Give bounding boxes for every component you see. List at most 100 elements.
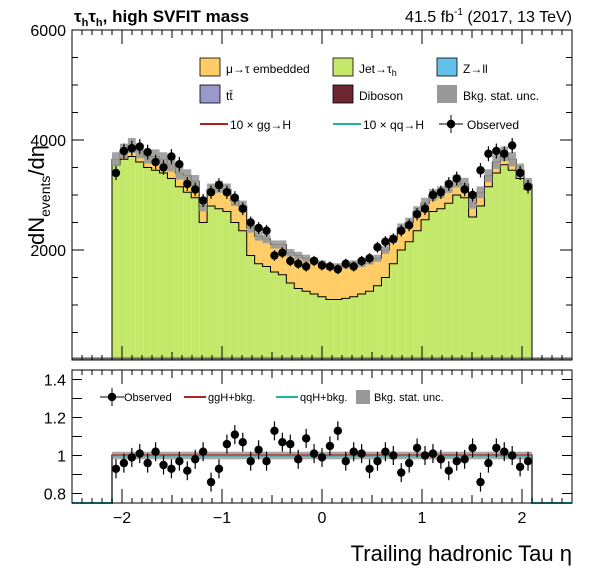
- jetfake-bar: [270, 272, 279, 360]
- legend-label-jetfake: Jet→τh: [359, 62, 397, 78]
- jetfake-bar: [207, 206, 216, 360]
- ratio-point: [175, 457, 184, 466]
- jetfake-bar: [262, 266, 271, 360]
- ratio-point: [151, 447, 160, 456]
- embedded-bar: [222, 189, 231, 212]
- jetfake-bar: [135, 162, 144, 360]
- legend-label-ggh: 10 × gg→H: [230, 118, 291, 132]
- obs-point: [135, 142, 144, 151]
- legend-swatch-diboson: [332, 84, 354, 104]
- jetfake-bar: [294, 288, 303, 360]
- jetfake-bar: [428, 211, 437, 360]
- ratio-legend-unc-swatch: [356, 390, 370, 404]
- obs-point: [404, 221, 414, 230]
- ratio-legend-label-observed: Observed: [124, 392, 172, 404]
- y-tick-label: 4000: [30, 133, 66, 150]
- embedded-bar: [246, 228, 255, 256]
- ratio-point: [135, 449, 144, 458]
- embedded-bar: [167, 164, 176, 179]
- embedded-bar: [428, 195, 437, 212]
- ratio-point: [167, 464, 176, 473]
- jetfake-outline: [111, 156, 533, 360]
- obs-point: [452, 174, 461, 183]
- embedded-bar: [215, 186, 223, 209]
- ratio-point: [294, 455, 303, 464]
- jetfake-bar: [389, 263, 398, 360]
- obs-point: [119, 146, 129, 156]
- ratio-point: [484, 458, 493, 468]
- obs-point: [515, 168, 525, 178]
- obs-point: [309, 256, 319, 266]
- ratio-point: [365, 464, 374, 473]
- legend-label-diboson: Diboson: [359, 89, 403, 103]
- ratio-legend-label-ggh: ggH+bkg.: [208, 392, 255, 404]
- legend-obs-marker: [446, 119, 456, 129]
- jetfake-bar: [127, 156, 136, 360]
- obs-point: [523, 182, 533, 191]
- obs-point: [412, 210, 422, 219]
- ratio-point: [381, 447, 390, 456]
- ratio-point: [246, 457, 255, 466]
- x-tick-label: 1: [418, 510, 427, 527]
- ratio-point: [198, 447, 208, 456]
- jetfake-bar: [421, 219, 429, 360]
- jetfake-bar: [508, 170, 517, 360]
- jetfake-bar: [468, 217, 477, 360]
- obs-point: [286, 256, 295, 266]
- jetfake-bar: [119, 159, 128, 360]
- unc-box: [492, 155, 501, 169]
- y-tick-label: 6000: [30, 23, 66, 40]
- obs-point: [381, 237, 390, 246]
- obs-point: [476, 166, 485, 175]
- jetfake-bar: [373, 285, 382, 360]
- legend-swatch-embedded: [199, 57, 221, 77]
- jetfake-bar: [325, 299, 334, 360]
- embedded-bar: [230, 200, 239, 223]
- ratio-point: [476, 477, 485, 487]
- jetfake-bar: [357, 294, 366, 360]
- unc-box: [183, 169, 192, 183]
- embedded-bar: [341, 265, 350, 299]
- jetfake-bar: [365, 291, 374, 360]
- x-axis-label: Trailing hadronic Tau η: [351, 541, 572, 566]
- main-panel: 2000 4000 6000 dNevents/dη μ→τ embedded Jet…: [24, 23, 573, 361]
- obs-point: [159, 163, 168, 172]
- x-tick-label: 2: [518, 510, 527, 527]
- obs-point: [484, 149, 493, 158]
- legend-swatch-ttbar: [199, 84, 221, 104]
- unc-box: [191, 174, 200, 188]
- embedded-bar: [397, 228, 406, 250]
- jetfake-bar: [484, 186, 493, 360]
- embedded-bar: [405, 222, 414, 242]
- obs-point: [373, 243, 382, 252]
- ratio-point: [238, 438, 247, 447]
- ratio-point: [127, 453, 137, 462]
- embedded-bar: [476, 192, 485, 206]
- jetfake-bar: [246, 255, 255, 360]
- embedded-bar: [175, 173, 184, 187]
- jetfake-bar: [167, 178, 176, 360]
- unc-box: [262, 234, 271, 244]
- ratio-point: [412, 443, 422, 453]
- embedded-bar: [357, 263, 366, 294]
- jetfake-bar: [333, 299, 342, 360]
- embedded-bar: [254, 236, 263, 264]
- stacked-histogram: [72, 145, 572, 360]
- obs-point: [436, 188, 446, 197]
- obs-point: [341, 259, 350, 268]
- obs-point: [278, 248, 287, 257]
- ratio-legend-obs-marker: [107, 392, 117, 402]
- jetfake-bar: [238, 230, 247, 360]
- obs-point: [317, 261, 327, 270]
- obs-point: [143, 147, 152, 157]
- embedded-bar: [452, 181, 461, 195]
- jetfake-bar: [278, 274, 287, 360]
- obs-point: [507, 141, 517, 150]
- main-legend: μ→τ embedded Jet→τh Z→ll tt̄ Diboson Bkg. sta…: [199, 57, 539, 133]
- x-tick-label: −2: [113, 510, 131, 527]
- unc-box: [381, 246, 390, 254]
- embedded-bar: [199, 206, 208, 223]
- legend-label-qqh: 10 × qq→H: [363, 118, 424, 132]
- legend-label-zll: Z→ll: [463, 62, 488, 76]
- unc-box: [468, 197, 477, 209]
